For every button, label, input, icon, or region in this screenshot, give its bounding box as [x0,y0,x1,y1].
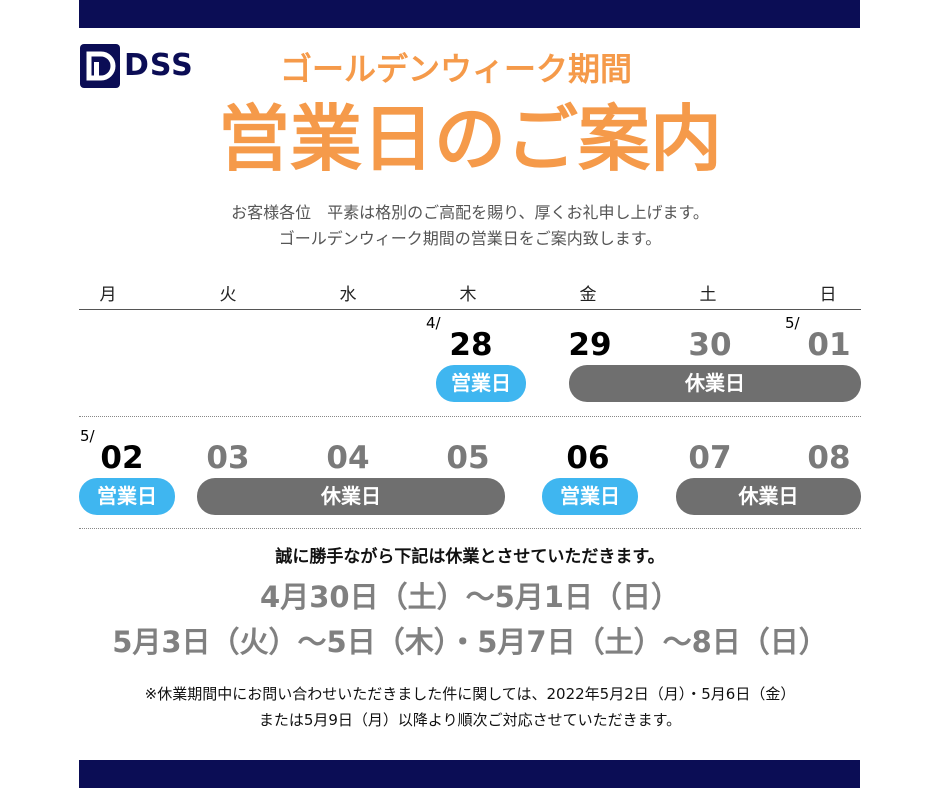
footnote-line2: または5月9日（月）以降より順次ご対応させていただきます。 [258,711,682,729]
week-divider-2 [79,528,861,529]
month-prefix-may: 5/ [785,314,800,332]
day-0428: 28 [449,327,493,363]
day-0504: 04 [326,440,370,476]
day-0429: 29 [568,327,612,363]
month-prefix-may-week2: 5/ [80,427,95,445]
dss-logo-icon [80,44,120,88]
calendar-header-divider [79,309,861,310]
page-subtitle: ゴールデンウィーク期間 [280,50,633,88]
status-badge-open-0428: 営業日 [436,365,526,402]
status-badge-closed-0507-0508: 休業日 [676,478,861,515]
day-0501: 01 [807,327,851,363]
day-0430: 30 [688,327,732,363]
month-prefix-april: 4/ [426,314,441,332]
status-badge-closed-0503-0505: 休業日 [197,478,505,515]
weekday-sun: 日 [819,285,837,305]
day-0507: 07 [688,440,732,476]
logo-text: DSS [124,48,194,83]
weekday-fri: 金 [579,285,597,305]
weekday-thu: 木 [459,285,477,305]
holiday-range-1: 4月30日（土）～5月1日（日） [260,580,680,614]
dss-logo: DSS [80,44,230,90]
intro-text-line2: ゴールデンウィーク期間の営業日をご案内致します。 [278,229,662,248]
weekday-wed: 水 [339,285,357,305]
holiday-range-2: 5月3日（火）～5日（木）・5月7日（土）～8日（日） [112,625,828,659]
week-divider-1 [79,416,861,417]
status-badge-closed-0429-0501: 休業日 [569,365,861,402]
day-0502: 02 [100,440,144,476]
status-badge-open-0506: 営業日 [542,478,638,515]
footnote-line1: ※休業期間中にお問い合わせいただきました件に関しては、2022年5月2日（月）・… [144,685,796,703]
weekday-tue: 火 [219,285,237,305]
intro-text-line1: お客様各位 平素は格別のご高配を賜り、厚くお礼申し上げます。 [231,203,709,222]
weekday-mon: 月 [99,285,117,305]
bottom-banner [79,760,860,788]
day-0505: 05 [446,440,490,476]
day-0506: 06 [566,440,610,476]
top-banner [79,0,860,28]
status-badge-open-0502: 営業日 [79,478,175,515]
day-0508: 08 [807,440,851,476]
closure-notice-lead: 誠に勝手ながら下記は休業とさせていただきます。 [275,547,665,567]
page-title: 営業日のご案内 [217,97,722,181]
day-0503: 03 [206,440,250,476]
weekday-sat: 土 [699,285,717,305]
